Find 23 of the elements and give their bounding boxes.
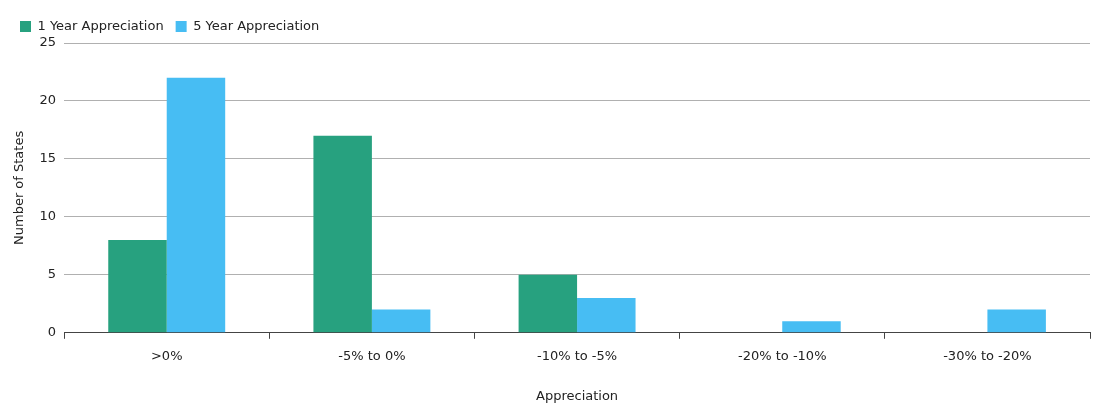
- bar: [108, 240, 167, 333]
- y-tick-label: 0: [47, 324, 57, 340]
- bar: [782, 321, 841, 333]
- y-tick-label: 25: [39, 34, 57, 50]
- y-tick-label: 5: [47, 266, 57, 282]
- x-tick-label: -30% to -20%: [943, 347, 1032, 363]
- x-tick-label: -5% to 0%: [338, 347, 406, 363]
- bar: [166, 77, 226, 333]
- bar: [577, 298, 636, 333]
- bar: [518, 274, 578, 333]
- x-tick-label: >0%: [150, 347, 183, 363]
- y-axis-title: Number of States: [11, 130, 27, 245]
- x-tick-label: -20% to -10%: [737, 347, 827, 363]
- legend-label: 1 Year Appreciation: [37, 17, 164, 33]
- y-tick-label: 10: [39, 208, 57, 224]
- bar: [313, 135, 372, 333]
- legend-label: 5 Year Appreciation: [193, 17, 320, 33]
- y-tick-label: 20: [39, 92, 57, 108]
- x-axis-title: Appreciation: [536, 387, 619, 403]
- y-tick-label: 15: [39, 150, 57, 166]
- x-tick-label: -10% to -5%: [536, 347, 618, 363]
- bar: [987, 309, 1046, 333]
- bar: [371, 309, 431, 333]
